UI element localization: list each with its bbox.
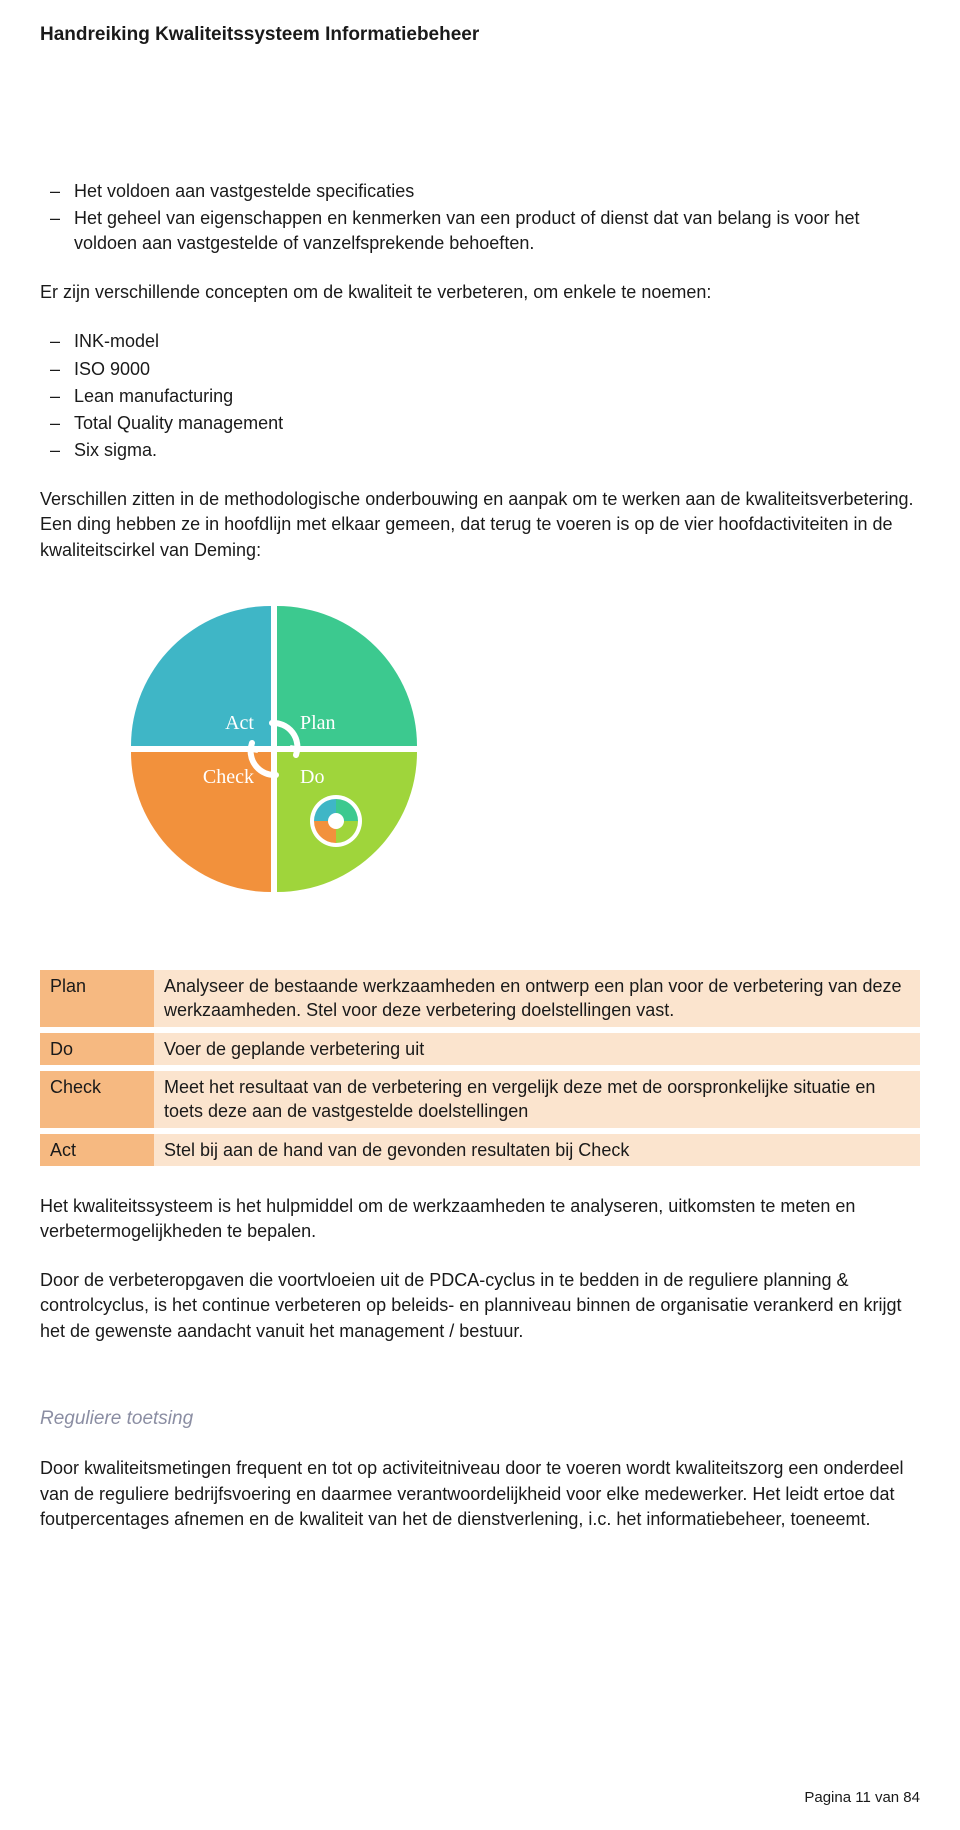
list-item: Het voldoen aan vastgestelde specificati… [74,179,920,204]
document-header: Handreiking Kwaliteitssysteem Informatie… [40,22,920,49]
table-row: Plan Analyseer de bestaande werkzaamhede… [40,970,920,1027]
svg-text:Do: Do [300,766,324,788]
pdca-desc-check: Meet het resultaat van de verbetering en… [154,1071,920,1128]
pdca-circle-chart: Act Plan Check Do [104,589,920,916]
list-item: Total Quality management [74,411,920,436]
pdca-svg: Act Plan Check Do [104,589,444,909]
pdca-label-check: Check [40,1071,154,1128]
pdca-label-plan: Plan [40,970,154,1027]
table-row: Check Meet het resultaat van de verbeter… [40,1071,920,1128]
paragraph: Er zijn verschillende concepten om de kw… [40,280,920,305]
page-content: Handreiking Kwaliteitssysteem Informatie… [0,0,960,1532]
page-footer: Pagina 11 van 84 [804,1787,920,1808]
pdca-desc-act: Stel bij aan de hand van de gevonden res… [154,1134,920,1166]
pdca-label-act: Act [40,1134,154,1166]
concepts-list: INK-model ISO 9000 Lean manufacturing To… [40,329,920,463]
svg-text:Check: Check [203,766,254,788]
list-item: Six sigma. [74,438,920,463]
pdca-label-do: Do [40,1033,154,1065]
paragraph: Verschillen zitten in de methodologische… [40,487,920,563]
paragraph: Het kwaliteitssysteem is het hulpmiddel … [40,1194,920,1244]
table-row: Do Voer de geplande verbetering uit [40,1033,920,1065]
paragraph: Door kwaliteitsmetingen frequent en tot … [40,1456,920,1532]
pdca-desc-do: Voer de geplande verbetering uit [154,1033,920,1065]
list-item: ISO 9000 [74,357,920,382]
svg-text:Plan: Plan [300,712,336,734]
paragraph: Door de verbeteropgaven die voortvloeien… [40,1268,920,1344]
table-row: Act Stel bij aan de hand van de gevonden… [40,1134,920,1166]
spec-list: Het voldoen aan vastgestelde specificati… [40,179,920,257]
list-item: Lean manufacturing [74,384,920,409]
list-item: INK-model [74,329,920,354]
subheading-reguliere-toetsing: Reguliere toetsing [40,1406,920,1433]
list-item: Het geheel van eigenschappen en kenmerke… [74,206,920,256]
pdca-table: Plan Analyseer de bestaande werkzaamhede… [40,970,920,1166]
pdca-desc-plan: Analyseer de bestaande werkzaamheden en … [154,970,920,1027]
svg-text:Act: Act [225,712,254,734]
